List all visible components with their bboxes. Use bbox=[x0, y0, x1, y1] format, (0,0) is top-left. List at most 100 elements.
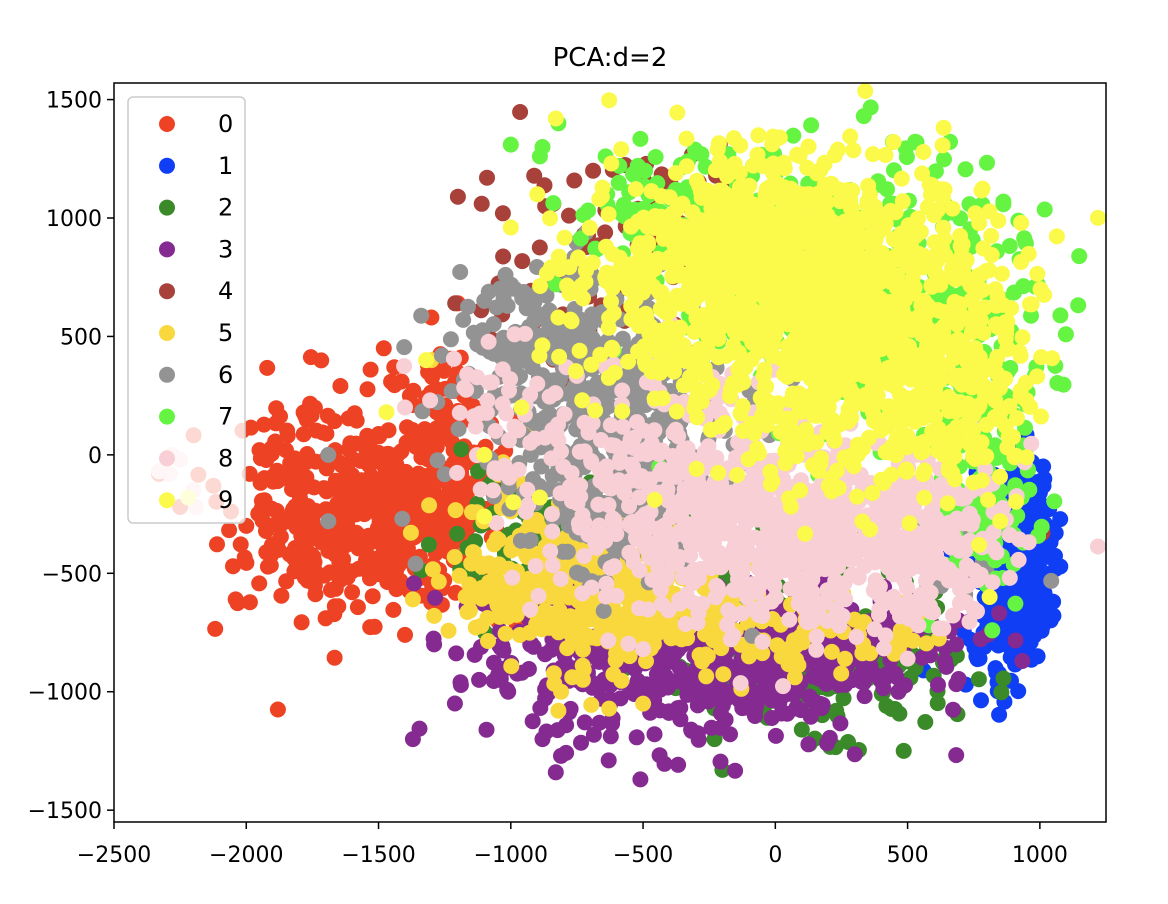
point-0 bbox=[385, 601, 402, 618]
point-3 bbox=[930, 676, 946, 693]
point-0 bbox=[406, 484, 423, 501]
point-7 bbox=[987, 437, 1004, 454]
point-3 bbox=[576, 714, 593, 731]
point-8 bbox=[700, 438, 717, 455]
point-5 bbox=[440, 622, 457, 639]
point-7 bbox=[502, 136, 519, 153]
point-0 bbox=[382, 494, 399, 511]
point-8 bbox=[631, 600, 648, 617]
point-8 bbox=[725, 581, 742, 598]
point-8 bbox=[871, 606, 887, 623]
point-3 bbox=[520, 661, 537, 677]
point-5 bbox=[486, 536, 503, 553]
point-0 bbox=[340, 410, 357, 427]
point-6 bbox=[460, 298, 476, 315]
point-0 bbox=[364, 588, 381, 605]
point-8 bbox=[620, 635, 637, 652]
point-8 bbox=[600, 632, 617, 649]
point-6 bbox=[566, 380, 583, 397]
point-5 bbox=[679, 630, 696, 647]
point-3 bbox=[800, 736, 817, 753]
point-3 bbox=[972, 631, 989, 648]
point-5 bbox=[664, 615, 681, 632]
point-8 bbox=[881, 519, 898, 536]
point-2 bbox=[449, 525, 466, 542]
point-0 bbox=[251, 575, 268, 592]
point-1 bbox=[998, 617, 1015, 634]
point-0 bbox=[332, 567, 349, 583]
point-0 bbox=[268, 400, 285, 417]
point-8 bbox=[697, 512, 714, 529]
point-8 bbox=[749, 478, 765, 495]
point-7 bbox=[879, 181, 895, 198]
point-0 bbox=[344, 584, 361, 601]
point-1 bbox=[973, 692, 989, 709]
point-0 bbox=[207, 620, 224, 637]
point-5 bbox=[786, 669, 803, 686]
point-5 bbox=[638, 653, 654, 670]
point-3 bbox=[712, 753, 729, 770]
point-4 bbox=[447, 295, 464, 312]
point-7 bbox=[1023, 307, 1039, 324]
point-3 bbox=[466, 646, 483, 663]
point-0 bbox=[362, 361, 379, 378]
point-0 bbox=[348, 524, 365, 541]
point-8 bbox=[543, 506, 560, 522]
point-0 bbox=[323, 582, 339, 598]
point-5 bbox=[534, 621, 551, 638]
point-8 bbox=[945, 607, 962, 624]
point-0 bbox=[364, 530, 381, 547]
point-8 bbox=[760, 564, 777, 581]
point-7 bbox=[1070, 297, 1087, 314]
point-3 bbox=[485, 673, 502, 689]
point-3 bbox=[486, 654, 502, 671]
point-0 bbox=[209, 536, 225, 553]
point-5 bbox=[503, 658, 520, 675]
point-3 bbox=[573, 734, 589, 751]
point-3 bbox=[549, 722, 566, 739]
point-8 bbox=[984, 574, 1001, 591]
point-8 bbox=[920, 524, 937, 541]
point-5 bbox=[583, 605, 600, 622]
point-4 bbox=[597, 224, 614, 241]
point-0 bbox=[279, 427, 296, 444]
point-0 bbox=[326, 649, 343, 666]
point-0 bbox=[333, 516, 350, 533]
point-3 bbox=[646, 726, 663, 743]
point-2 bbox=[895, 742, 912, 759]
point-5 bbox=[461, 576, 478, 593]
point-3 bbox=[945, 701, 962, 718]
point-8 bbox=[644, 571, 661, 588]
point-0 bbox=[256, 416, 272, 433]
point-3 bbox=[821, 729, 838, 746]
point-7 bbox=[647, 149, 664, 165]
point-3 bbox=[534, 731, 551, 748]
point-8 bbox=[542, 543, 559, 560]
point-2 bbox=[793, 721, 810, 738]
point-7 bbox=[632, 130, 649, 147]
point-2 bbox=[970, 671, 987, 688]
point-8 bbox=[801, 552, 817, 569]
point-2 bbox=[995, 670, 1012, 687]
point-7 bbox=[1057, 326, 1074, 343]
point-0 bbox=[267, 433, 284, 450]
point-8 bbox=[597, 532, 614, 549]
point-0 bbox=[424, 369, 441, 386]
point-6 bbox=[555, 543, 571, 560]
point-5 bbox=[424, 561, 441, 578]
point-6 bbox=[1043, 572, 1060, 589]
point-3 bbox=[628, 729, 645, 746]
point-5 bbox=[601, 700, 618, 717]
point-5 bbox=[421, 497, 438, 514]
point-5 bbox=[474, 590, 491, 607]
point-3 bbox=[537, 690, 554, 707]
point-5 bbox=[575, 661, 592, 678]
point-0 bbox=[330, 598, 347, 615]
point-8 bbox=[692, 561, 709, 577]
point-5 bbox=[837, 650, 853, 667]
point-0 bbox=[338, 498, 355, 515]
point-5 bbox=[497, 625, 514, 642]
point-7 bbox=[1052, 307, 1069, 324]
point-0 bbox=[273, 587, 290, 604]
